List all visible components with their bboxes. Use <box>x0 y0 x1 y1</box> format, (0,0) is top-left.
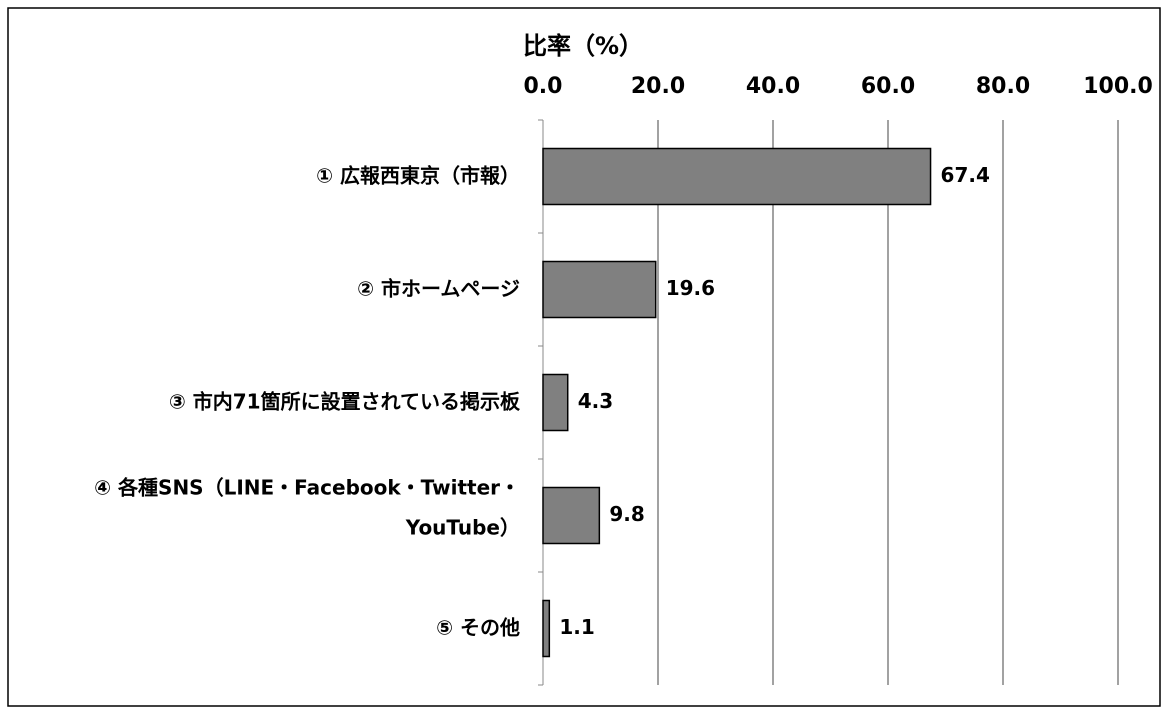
axis-title: 比率（%） <box>523 32 643 60</box>
x-tick-label: 100.0 <box>1083 74 1153 99</box>
y-tick-label: ③ 市内71箇所に設置されている掲示板 <box>169 389 521 413</box>
value-label: 19.6 <box>666 276 715 300</box>
y-tick-label: ② 市ホームページ <box>357 276 520 300</box>
bar <box>542 260 657 319</box>
x-tick-label: 40.0 <box>746 74 800 99</box>
value-label: 9.8 <box>609 502 644 526</box>
x-tick-label: 0.0 <box>524 74 563 99</box>
value-label: 67.4 <box>941 163 990 187</box>
y-tick-label: ① 広報西東京（市報） <box>316 163 520 187</box>
y-tick-label: ④ 各種SNS（LINE・Facebook・Twitter・ YouTube） <box>94 475 520 539</box>
y-tick-label: ⑤ その他 <box>436 615 520 639</box>
bar <box>542 486 601 545</box>
value-label: 4.3 <box>578 389 613 413</box>
frame <box>7 7 1161 707</box>
x-tick-label: 60.0 <box>861 74 915 99</box>
x-tick-label: 80.0 <box>976 74 1030 99</box>
bar <box>542 147 932 206</box>
bar <box>542 373 569 432</box>
bar <box>542 599 551 658</box>
value-label: 1.1 <box>559 615 594 639</box>
x-tick-label: 20.0 <box>631 74 685 99</box>
